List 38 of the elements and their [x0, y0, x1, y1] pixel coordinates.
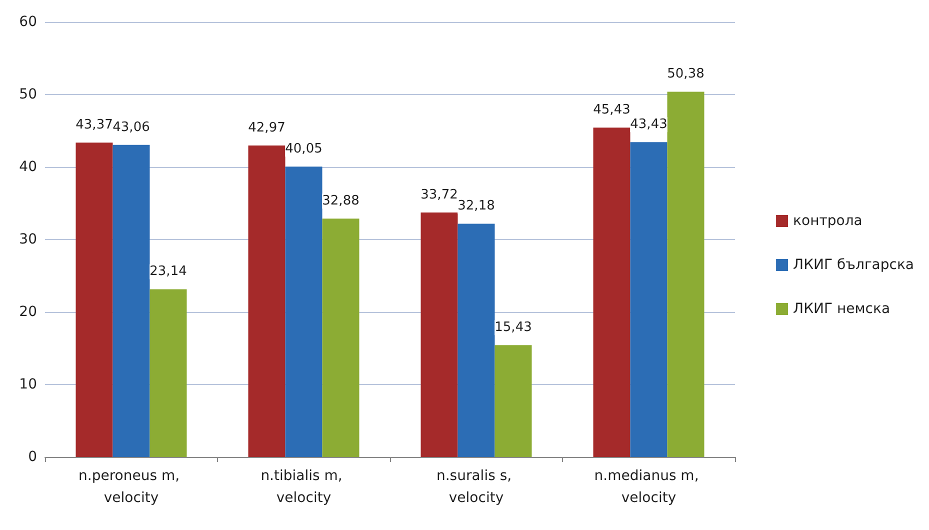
y-tick-label: 60: [19, 14, 37, 30]
y-tick-label: 50: [19, 86, 37, 102]
y-tick-label: 10: [19, 376, 37, 392]
bar: [593, 128, 630, 457]
bar: [420, 212, 458, 457]
data-label: 45,43: [593, 102, 630, 118]
x-tick-label: n.tibialis m, velocity: [260, 468, 347, 506]
legend-label: ЛКИГ българска: [793, 257, 914, 273]
bar: [322, 218, 360, 457]
x-tick-label: n.suralis s, velocity: [436, 468, 516, 506]
bar: [285, 166, 322, 457]
x-tick-label: n.medianus m, velocity: [594, 468, 704, 506]
bar: [150, 289, 187, 457]
data-label: 50,38: [667, 66, 704, 82]
data-label: 23,14: [150, 264, 187, 280]
x-tick-label: n.peroneus m, velocity: [78, 468, 184, 506]
bar: [630, 142, 668, 457]
bar: [76, 142, 113, 457]
data-label: 43,06: [112, 120, 150, 135]
bar: [494, 345, 532, 457]
bar: [667, 92, 704, 457]
legend-label: ЛКИГ немска: [793, 301, 890, 317]
y-tick-label: 0: [28, 449, 37, 465]
data-label: 33,72: [420, 188, 458, 203]
y-tick-label: 20: [19, 304, 37, 320]
data-label: 43,37: [76, 118, 113, 133]
legend-label: контрола: [793, 213, 862, 229]
data-label: 40,05: [285, 142, 322, 157]
y-tick-label: 30: [19, 232, 37, 248]
data-label: 32,88: [322, 194, 360, 209]
data-label: 15,43: [494, 320, 532, 336]
bar: [248, 145, 286, 457]
data-label: 43,43: [630, 117, 668, 132]
data-label: 42,97: [248, 120, 286, 136]
data-label: 32,18: [458, 198, 495, 214]
y-tick-label: 40: [19, 159, 37, 175]
bar: [458, 224, 495, 457]
bar: [112, 144, 150, 457]
